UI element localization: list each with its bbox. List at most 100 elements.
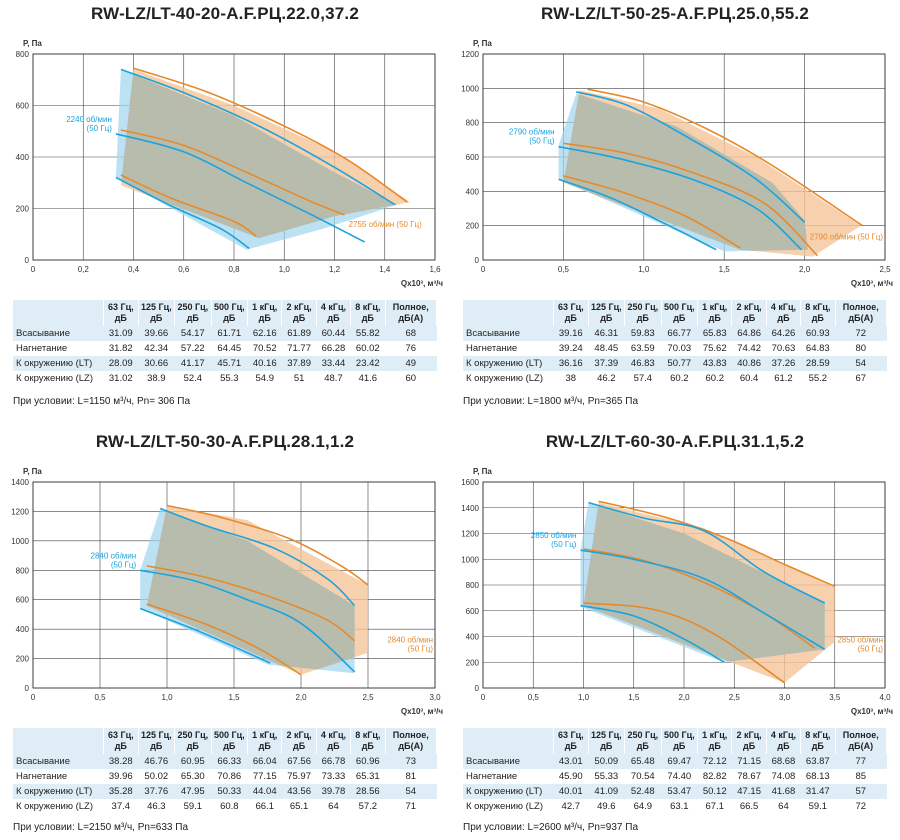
fan-curve-chart: 0 0,5 1,0 1,5 2,0 2,5 0 200 400 600 800 1000 1200 Р, … <box>461 39 893 288</box>
x-tick-label: 2,5 <box>729 693 741 702</box>
table-cell: 60.2 <box>670 373 689 384</box>
column-header: 1 кГц, дБ <box>247 300 283 326</box>
table-cell: 28.59 <box>800 356 835 371</box>
x-tick-label: 0,5 <box>94 693 106 702</box>
y-tick-label: 1200 <box>461 530 479 539</box>
table-cell: 31.02 <box>108 373 133 384</box>
row-label: Нагнетание <box>16 343 68 354</box>
y-tick-label: 400 <box>16 625 30 634</box>
y-tick-label: 600 <box>16 596 30 605</box>
orange-rpm-label: 2790 об/мин (50 Гц) <box>810 232 884 241</box>
table-cell: 61.71 <box>211 326 248 341</box>
y-tick-label: 1400 <box>11 478 29 487</box>
table-cell: 33.44 <box>316 356 351 371</box>
y-tick-label: 1600 <box>461 478 479 487</box>
table-cell: 65.30 <box>180 771 205 782</box>
chart-panel: RW-LZ/LT-50-25-A.F.РЦ.25.0,55.2 0 0,5 1,0 1… <box>455 4 895 414</box>
table-cell: 59.83 <box>624 326 662 341</box>
table-cell: 37.76 <box>138 784 175 799</box>
table-cell: 63.59 <box>630 343 655 354</box>
x-tick-label: 3,0 <box>429 693 441 702</box>
x-tick-label: 1,0 <box>161 693 173 702</box>
x-tick-label: 0,5 <box>558 265 570 274</box>
table-row: К окружению (LT) 36.16 37.39 46.83 50.77 43.8… <box>463 356 887 371</box>
column-header: Полное, дБ(А) <box>835 728 887 754</box>
table-cell: 64.86 <box>731 326 767 341</box>
table-cell: 46.83 <box>624 356 662 371</box>
y-tick-label: 400 <box>466 187 480 196</box>
table-cell: 50.09 <box>588 754 625 769</box>
blue-rpm-line: (50 Гц) <box>551 540 577 549</box>
blue-series-line <box>580 549 826 651</box>
column-header: 63 Гц, дБ <box>553 300 589 326</box>
orange-rpm-label: 2755 об/мин (50 Гц) <box>349 220 423 229</box>
x-tick-label: 2,0 <box>295 693 307 702</box>
table-cell: 60.44 <box>316 326 351 341</box>
y-tick-label: 1000 <box>461 555 479 564</box>
x-tick-label: 4,0 <box>879 693 891 702</box>
orange-series-line <box>598 500 836 588</box>
blue-series-line <box>580 604 725 663</box>
table-header-row: 63 Гц, дБ 125 Гц, дБ 250 Гц, дБ 500 Гц, дБ 1… <box>13 728 437 754</box>
table-cell: 40.16 <box>247 356 282 371</box>
y-tick-label: 800 <box>466 581 480 590</box>
column-header: 250 Гц, дБ <box>174 300 212 326</box>
table-cell: 39.16 <box>553 326 589 341</box>
blue-rpm-line: (50 Гц) <box>529 137 555 146</box>
condition-text: При условии: L=2150 м³/ч, Pn=633 Па <box>13 822 189 833</box>
table-cell: 64.83 <box>805 343 830 354</box>
table-cell: 48.45 <box>594 343 619 354</box>
table-cell: 60.4 <box>739 373 759 384</box>
blue-rpm-line: 2850 об/мин <box>531 531 577 540</box>
x-axis-label: Qx10³, м³/ч <box>851 707 893 716</box>
table-row: Нагнетание 45.90 55.33 70.54 74.40 82.82 78.67… <box>463 769 887 784</box>
fan-curve-chart: 0 0,2 0,4 0,6 0,8 1,0 1,2 1,4 1,6 0 200 400 600 800 Р,… <box>16 39 444 288</box>
table-cell: 38.9 <box>147 373 166 384</box>
table-row: К окружению (LZ) 42.7 49.6 64.9 63.1 67.1 66.5… <box>463 799 887 814</box>
table-cell: 54.9 <box>255 373 274 384</box>
orange-series-line <box>166 504 369 586</box>
y-tick-label: 1000 <box>11 537 29 546</box>
condition-text: При условии: L=1150 м³/ч, Pn= 306 Па <box>13 396 191 407</box>
table-cell: 40.01 <box>553 784 589 799</box>
fan-curve-chart: 0 0,5 1,0 1,5 2,0 2,5 3,0 0 200 400 600 800 1000 1200… <box>11 467 443 716</box>
blue-series-line <box>140 569 356 673</box>
table-cell: 72.12 <box>697 754 732 769</box>
table-cell: 31.82 <box>108 343 133 354</box>
table-cell: 66.78 <box>316 754 351 769</box>
table-cell: 65.48 <box>624 754 662 769</box>
blue-series-line <box>576 91 806 223</box>
table-row: Всасывание 31.09 39.66 54.17 61.71 62.16 61.89… <box>13 326 437 341</box>
table-cell: 41.68 <box>766 784 801 799</box>
table-cell: 62.16 <box>247 326 282 341</box>
table-row: Нагнетание 39.24 48.45 63.59 70.03 75.62 74.42… <box>463 341 887 356</box>
plot-frame <box>482 53 886 261</box>
orange-rpm-label: 2840 об/мин (50 Гц) <box>387 636 433 654</box>
table-cell: 60.8 <box>220 801 239 812</box>
blue-rpm-label: 2840 об/мин (50 Гц) <box>91 551 137 569</box>
blue-series-line <box>120 68 396 206</box>
table-cell: 39.96 <box>108 771 133 782</box>
table-cell: 46.76 <box>138 754 175 769</box>
table-cell: 55.33 <box>594 771 619 782</box>
table-cell: 48.7 <box>324 373 343 384</box>
column-header: 125 Гц, дБ <box>588 300 626 326</box>
column-header: 4 кГц, дБ <box>316 728 352 754</box>
table-cell: 74.40 <box>667 771 692 782</box>
blue-rpm-line: 2240 об/мин <box>66 115 112 124</box>
y-tick-label: 200 <box>16 205 30 214</box>
row-label: К окружению (LZ) <box>16 801 94 812</box>
table-cell: 65.31 <box>355 771 380 782</box>
overlap-shade <box>146 508 355 674</box>
y-tick-label: 1400 <box>461 504 479 513</box>
x-tick-label: 1,2 <box>329 265 341 274</box>
y-tick-label: 600 <box>466 153 480 162</box>
table-cell: 66.77 <box>661 326 698 341</box>
column-header: 500 Гц, дБ <box>211 300 249 326</box>
table-cell: 54.17 <box>174 326 212 341</box>
column-header: 250 Гц, дБ <box>624 728 662 754</box>
column-header: 1 кГц, дБ <box>697 300 733 326</box>
column-header: 63 Гц, дБ <box>103 300 139 326</box>
x-tick-label: 2,5 <box>879 265 891 274</box>
table-cell: 50.33 <box>211 784 248 799</box>
